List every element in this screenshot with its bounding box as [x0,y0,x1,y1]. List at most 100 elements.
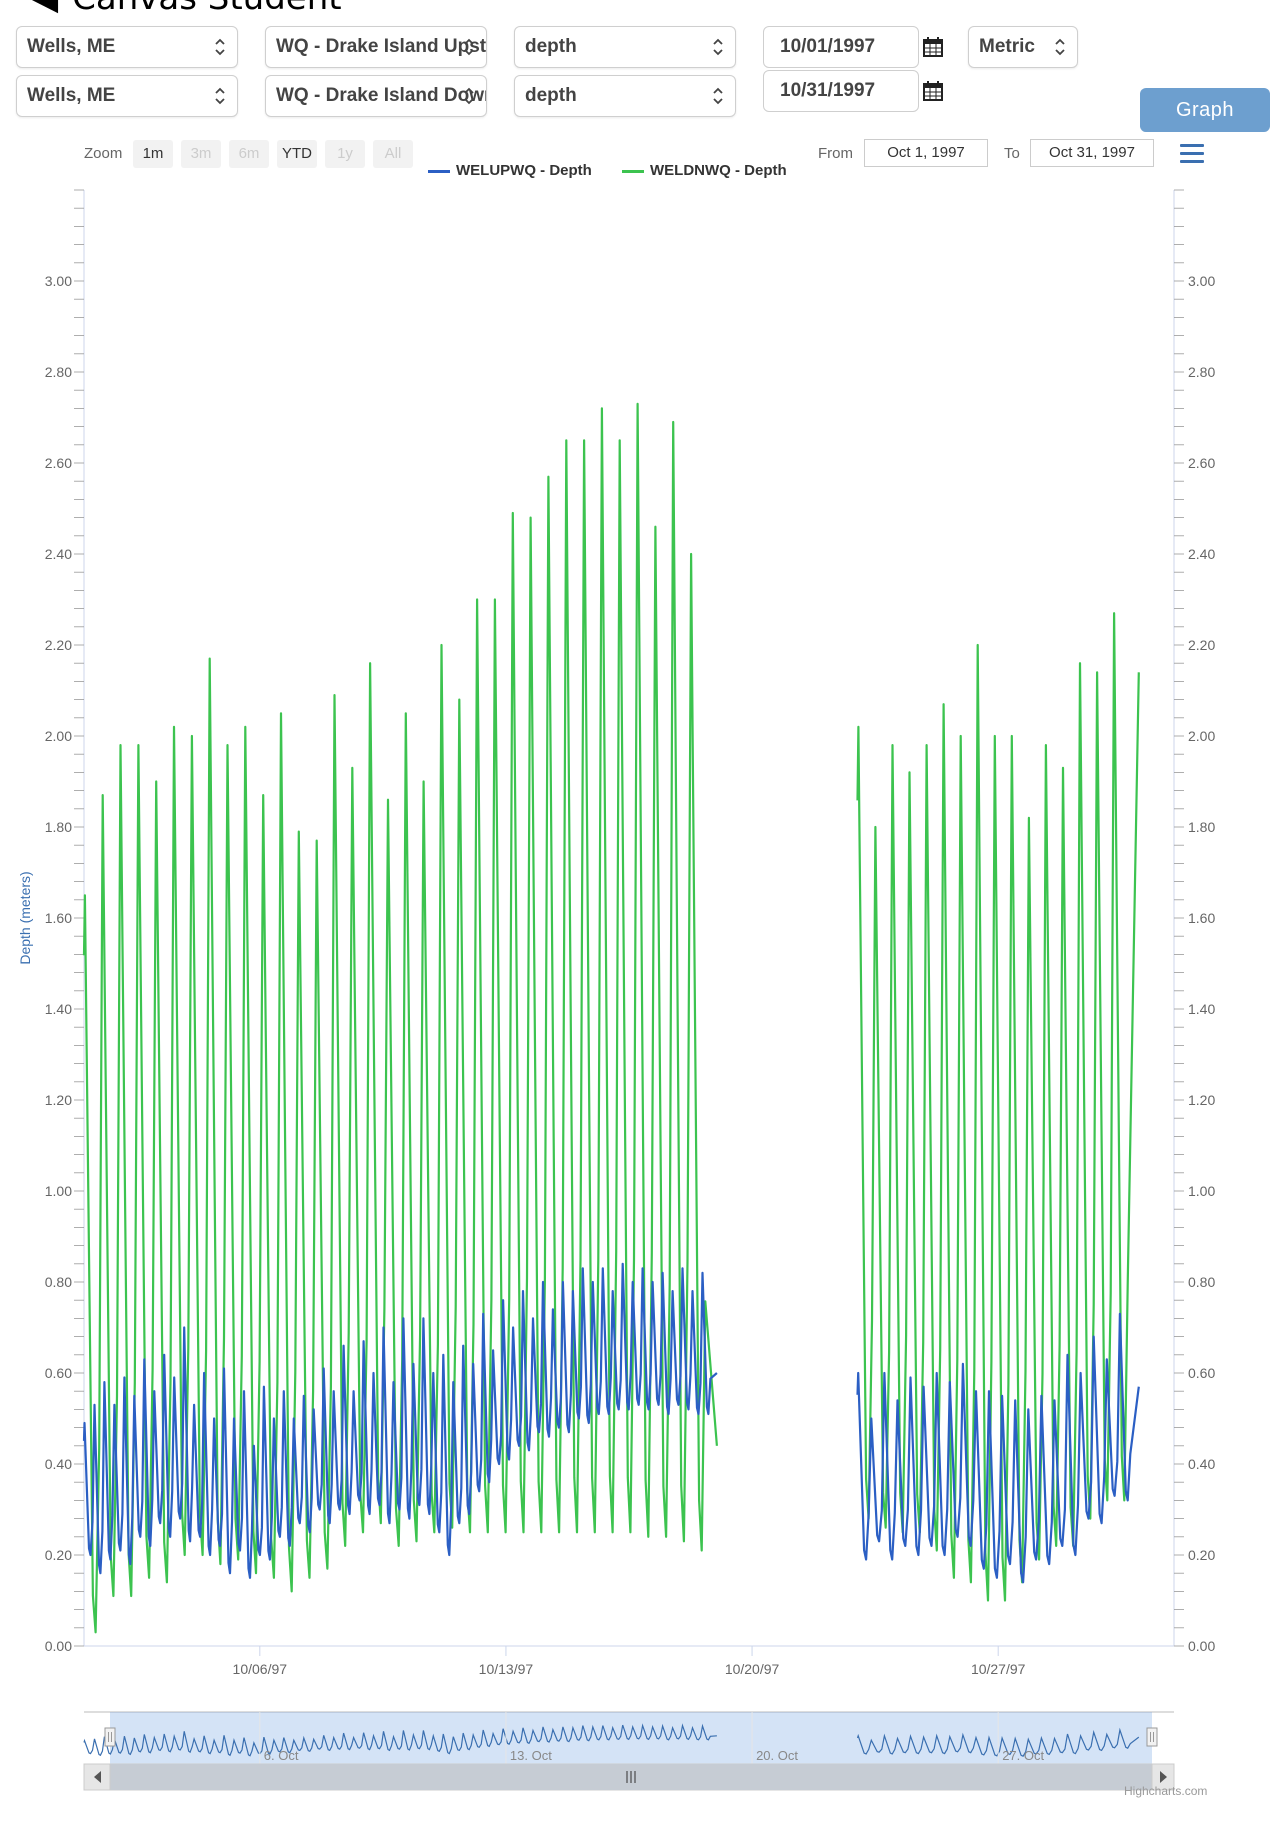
y-tick-label-right: 0.40 [1188,1456,1215,1472]
legend-label-weldnwq: WELDNWQ - Depth [650,162,787,179]
y-tick-label-left: 0.60 [45,1365,72,1381]
start-date-input[interactable]: 10/01/1997 [763,26,919,68]
chevron-up-down-icon [1055,38,1065,56]
navigator-tick-label: 13. Oct [510,1748,552,1763]
y-tick-label-right: 0.20 [1188,1547,1215,1563]
station-select-downstream[interactable]: WQ - Drake Island Downs [265,75,487,117]
scroll-left-arrow-icon [94,1771,101,1783]
legend-swatch-welupwq [428,169,450,173]
start-date-value: 10/01/1997 [780,36,876,57]
station-select-downstream-value: WQ - Drake Island Downs [276,85,487,106]
chevron-up-down-icon [464,38,474,56]
x-tick-label: 10/20/97 [725,1661,780,1677]
y-tick-label-left: 1.20 [45,1092,72,1108]
y-tick-label-right: 2.20 [1188,637,1215,653]
y-tick-label-right: 3.00 [1188,273,1215,289]
legend-swatch-weldnwq [622,169,644,173]
x-tick-label: 10/13/97 [479,1661,534,1677]
scroll-right-arrow-icon [1160,1771,1167,1783]
y-tick-label-left: 0.40 [45,1456,72,1472]
navigator-series-segment-1 [83,1723,717,1757]
y-tick-label-right: 1.00 [1188,1183,1215,1199]
chevron-up-down-icon [215,87,225,105]
navigator-series-segment-2 [856,1727,1140,1757]
chevron-up-down-icon [464,87,474,105]
zoom-1y-button[interactable]: 1y [325,140,365,168]
parameter-select-upstream[interactable]: depth [514,26,736,68]
y-tick-label-right: 1.20 [1188,1092,1215,1108]
app-title-text: Canvas Student [72,0,341,18]
y-axis-title: Depth (meters) [17,871,33,964]
graph-button[interactable]: Graph [1140,88,1270,132]
parameter-select-downstream-value: depth [525,85,577,106]
app-title: ◀ Canvas Student [32,0,342,18]
navigator-left-handle[interactable] [104,1727,116,1747]
legend-item-weldnwq[interactable]: WELDNWQ - Depth [622,162,787,179]
units-select-value: Metric [979,36,1035,57]
y-tick-label-right: 1.40 [1188,1001,1215,1017]
y-tick-label-left: 0.80 [45,1274,72,1290]
y-tick-label-left: 0.00 [45,1638,72,1654]
to-date-input[interactable]: Oct 31, 1997 [1030,139,1154,167]
legend-item-welupwq[interactable]: WELUPWQ - Depth [428,162,592,179]
navigator-right-handle[interactable] [1146,1727,1158,1747]
y-tick-label-left: 0.20 [45,1547,72,1563]
navigator-tick-label: 20. Oct [756,1748,798,1763]
y-tick-label-right: 2.40 [1188,546,1215,562]
y-tick-label-right: 0.00 [1188,1638,1215,1654]
y-tick-label-left: 3.00 [45,273,72,289]
y-tick-label-right: 1.80 [1188,819,1215,835]
location-select-upstream[interactable]: Wells, ME [16,26,238,68]
y-tick-label-right: 0.80 [1188,1274,1215,1290]
to-label: To [1004,145,1020,162]
navigator-tick-label: 6. Oct [264,1748,299,1763]
end-date-value: 10/31/1997 [780,80,876,101]
parameter-select-downstream[interactable]: depth [514,75,736,117]
x-tick-label: 10/27/97 [971,1661,1026,1677]
navigator-handle-body [1146,1727,1158,1747]
chevron-up-down-icon [215,38,225,56]
y-tick-label-left: 2.40 [45,546,72,562]
y-tick-label-left: 1.80 [45,819,72,835]
series-line-welupwq-segment-1 [82,1262,718,1579]
end-date-input[interactable]: 10/31/1997 [763,70,919,112]
zoom-label: Zoom [84,145,123,162]
y-tick-label-right: 1.60 [1188,910,1215,926]
navigator-tick-label: 27. Oct [1002,1748,1044,1763]
navigator-handle-body [104,1727,116,1747]
y-tick-label-right: 0.60 [1188,1365,1215,1381]
legend-label-welupwq: WELUPWQ - Depth [456,162,592,179]
zoom-1m-button[interactable]: 1m [133,140,173,168]
y-tick-label-left: 2.80 [45,364,72,380]
zoom-ytd-button[interactable]: YTD [277,140,317,168]
from-date-input[interactable]: Oct 1, 1997 [864,139,988,167]
navigator-scrollbar[interactable] [83,1763,1175,1791]
units-select[interactable]: Metric [968,26,1078,68]
y-tick-label-left: 1.40 [45,1001,72,1017]
y-tick-label-right: 2.80 [1188,364,1215,380]
y-tick-label-left: 2.20 [45,637,72,653]
back-arrow-icon[interactable]: ◀ [32,0,58,18]
location-select-downstream-value: Wells, ME [27,85,116,106]
y-tick-label-left: 2.00 [45,728,72,744]
highcharts-credits[interactable]: Highcharts.com [1124,1784,1208,1798]
series-line-weldnwq-segment-1 [82,402,718,1634]
y-tick-label-left: 1.00 [45,1183,72,1199]
zoom-3m-button[interactable]: 3m [181,140,221,168]
parameter-select-upstream-value: depth [525,36,577,57]
series-line-welupwq-segment-2 [856,1312,1140,1584]
zoom-6m-button[interactable]: 6m [229,140,269,168]
hamburger-menu-icon[interactable] [1180,144,1204,164]
from-label: From [818,145,853,162]
y-tick-label-right: 2.60 [1188,455,1215,471]
location-select-upstream-value: Wells, ME [27,36,116,57]
chevron-up-down-icon [713,38,723,56]
location-select-downstream[interactable]: Wells, ME [16,75,238,117]
x-tick-label: 10/06/97 [233,1661,288,1677]
zoom-all-button[interactable]: All [373,140,413,168]
calendar-icon[interactable] [922,80,944,102]
chevron-up-down-icon [713,87,723,105]
station-select-upstream[interactable]: WQ - Drake Island Upstre [265,26,487,68]
y-tick-label-left: 2.60 [45,455,72,471]
calendar-icon[interactable] [922,36,944,58]
